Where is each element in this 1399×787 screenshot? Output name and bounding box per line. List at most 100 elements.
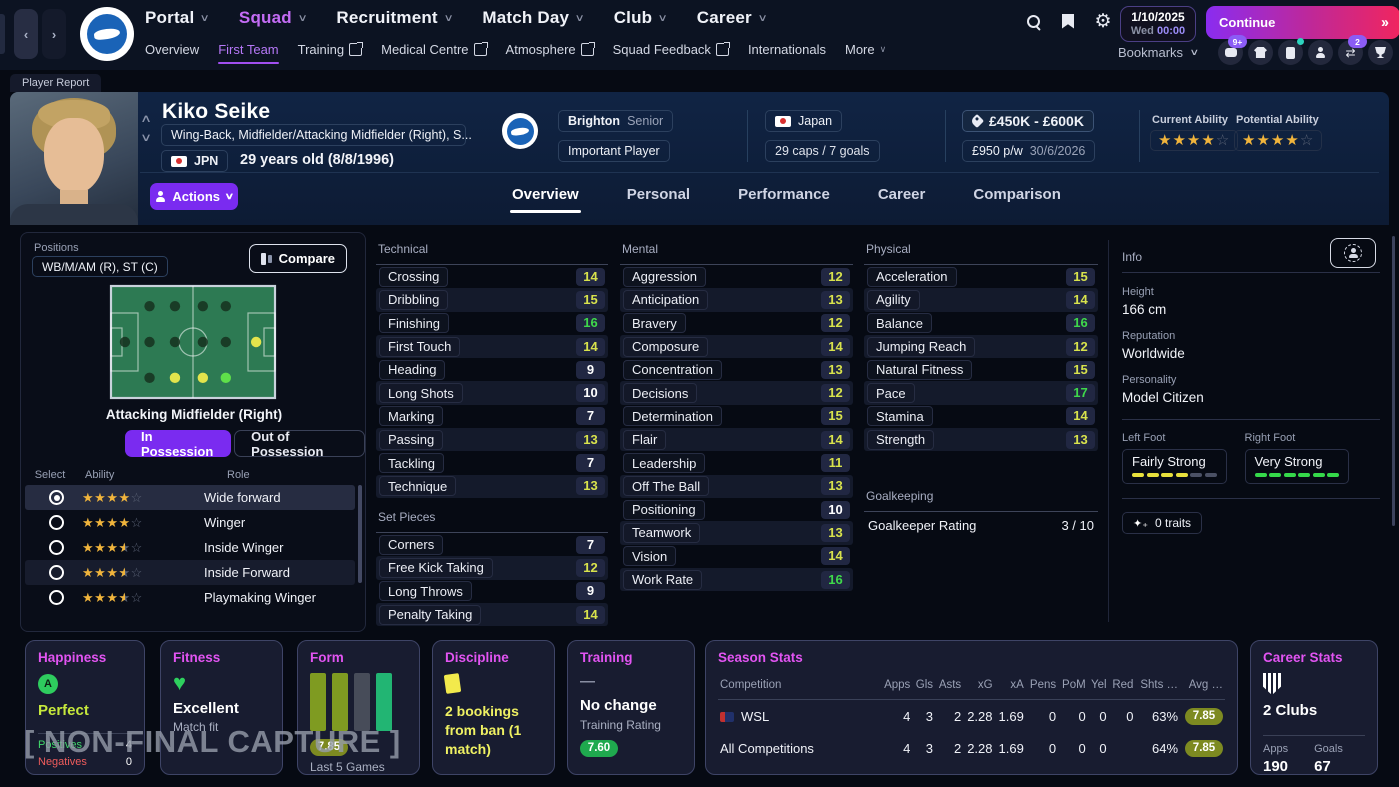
attribute-row[interactable]: Jumping Reach 12: [864, 334, 1098, 359]
attribute-row[interactable]: Tackling 7: [376, 451, 608, 474]
forward-button[interactable]: ›: [42, 9, 66, 59]
wage-chip[interactable]: £950 p/w 30/6/2026: [962, 140, 1096, 162]
attribute-row[interactable]: Flair 14: [620, 428, 853, 452]
caps-chip[interactable]: 29 caps / 7 goals: [765, 140, 880, 162]
attribute-row[interactable]: Aggression 12: [620, 265, 853, 288]
attribute-row[interactable]: Marking 7: [376, 405, 608, 428]
attribute-row[interactable]: Bravery 12: [620, 312, 853, 335]
next-player-icon[interactable]: ∨: [139, 132, 153, 144]
role-row[interactable]: ★★★★ ★ ☆ Playmaking Winger: [25, 585, 355, 610]
form-card[interactable]: Form 7.85 Last 5 Games: [297, 640, 420, 775]
subnav-medical-centre[interactable]: Medical Centre: [381, 42, 488, 57]
nationality-chip[interactable]: JPN: [161, 150, 229, 172]
attribute-row[interactable]: Passing 13: [376, 428, 608, 452]
attribute-row[interactable]: Dribbling 15: [376, 288, 608, 312]
menu-squad[interactable]: Squad ∨: [238, 8, 308, 27]
tab-performance[interactable]: Performance: [738, 185, 830, 203]
menu-portal[interactable]: Portal ∨: [145, 8, 211, 27]
transfer-value-chip[interactable]: £450K - £600K: [962, 110, 1094, 132]
season-stats-header[interactable]: Gls: [912, 675, 935, 700]
competitions-icon[interactable]: [1368, 40, 1393, 65]
attribute-row[interactable]: Free Kick Taking 12: [376, 556, 608, 580]
season-stats-header[interactable]: Red: [1108, 675, 1136, 700]
attribute-row[interactable]: Teamwork 13: [620, 521, 853, 545]
role-row[interactable]: ★★★★☆ Wide forward: [25, 485, 355, 510]
table-row[interactable]: WSL 4 3 2 2.28 1.69 0 0 0 0 63% 7.85: [718, 700, 1225, 733]
role-row[interactable]: ★★★★ ★ ☆ Inside Winger: [25, 535, 355, 560]
season-stats-header[interactable]: xG: [963, 675, 995, 700]
tab-overview[interactable]: Overview: [510, 180, 581, 213]
menu-club[interactable]: Club ∨: [613, 8, 669, 27]
menu-career[interactable]: Career ∨: [696, 8, 768, 27]
subnav-internationals[interactable]: Internationals: [747, 42, 826, 57]
previous-player-icon[interactable]: ∧: [139, 113, 153, 125]
scouting-icon[interactable]: [1308, 40, 1333, 65]
career-stats-card[interactable]: Career Stats 2 Clubs Apps 190 Goals 67: [1250, 640, 1378, 775]
role-row[interactable]: ★★★★ ★ ☆ Inside Forward: [25, 560, 355, 585]
season-stats-header[interactable]: Pens: [1025, 675, 1059, 700]
page-tab[interactable]: Player Report: [10, 74, 102, 92]
attribute-row[interactable]: Decisions 12: [620, 381, 853, 405]
back-button[interactable]: ‹: [14, 9, 38, 59]
attribute-row[interactable]: Long Shots 10: [376, 381, 608, 405]
attribute-row[interactable]: Crossing 14: [376, 265, 608, 288]
attribute-row[interactable]: Determination 15: [620, 405, 853, 428]
attribute-row[interactable]: Technique 13: [376, 474, 608, 498]
player-positions[interactable]: Wing-Back, Midfielder/Attacking Midfield…: [161, 124, 472, 146]
season-stats-card[interactable]: Season Stats Competition Apps Gls Asts xG xA P…: [705, 640, 1238, 775]
role-radio[interactable]: [49, 565, 64, 580]
subnav-squad-feedback[interactable]: Squad Feedback: [613, 42, 730, 57]
attribute-row[interactable]: Long Throws 9: [376, 580, 608, 603]
attribute-row[interactable]: Vision 14: [620, 545, 853, 568]
tab-personal[interactable]: Personal: [626, 185, 691, 203]
page-scrollbar[interactable]: [1392, 236, 1395, 526]
season-stats-header[interactable]: PoM: [1058, 675, 1088, 700]
transfers-icon[interactable]: ⇄ 2: [1338, 35, 1367, 65]
season-stats-header[interactable]: Asts: [935, 675, 964, 700]
attribute-row[interactable]: Finishing 16: [376, 312, 608, 335]
happiness-card[interactable]: Happiness A Perfect Positives 4 Negatives…: [25, 640, 145, 775]
subnav-overview[interactable]: Overview: [145, 42, 200, 57]
role-radio[interactable]: [49, 490, 64, 505]
season-stats-header[interactable]: Shts …: [1135, 675, 1181, 700]
search-icon[interactable]: [1022, 10, 1044, 32]
season-stats-header[interactable]: xA: [994, 675, 1026, 700]
attribute-row[interactable]: Off The Ball 13: [620, 474, 853, 498]
continue-button[interactable]: Continue ››: [1206, 6, 1399, 39]
season-stats-header[interactable]: Competition: [718, 675, 880, 700]
bookmarks-dropdown[interactable]: Bookmarks ∨: [1118, 45, 1200, 60]
squad-status-chip[interactable]: Important Player: [558, 140, 670, 162]
attribute-row[interactable]: First Touch 14: [376, 334, 608, 359]
report-card-icon[interactable]: [1278, 38, 1304, 65]
bookmark-icon[interactable]: [1057, 10, 1079, 32]
tab-comparison[interactable]: Comparison: [973, 185, 1061, 203]
menu-match-day[interactable]: Match Day ∨: [482, 8, 586, 27]
role-radio[interactable]: [49, 515, 64, 530]
role-radio[interactable]: [49, 540, 64, 555]
season-stats-header[interactable]: Apps: [880, 675, 913, 700]
actions-button[interactable]: Actions ∨: [150, 183, 238, 210]
attribute-row[interactable]: Corners 7: [376, 533, 608, 556]
out-of-possession-button[interactable]: Out of Possession: [234, 429, 365, 459]
club-crest[interactable]: [502, 113, 538, 149]
attribute-row[interactable]: Acceleration 15: [864, 265, 1098, 288]
attribute-row[interactable]: Heading 9: [376, 358, 608, 381]
traits-button[interactable]: ✦₊ 0 traits: [1122, 512, 1203, 534]
attribute-row[interactable]: Strength 13: [864, 428, 1098, 452]
attribute-row[interactable]: Leadership 11: [620, 451, 853, 474]
kit-icon[interactable]: [1248, 40, 1273, 65]
menu-recruitment[interactable]: Recruitment ∨: [336, 8, 454, 27]
attribute-row[interactable]: Work Rate 16: [620, 567, 853, 592]
attribute-row[interactable]: Balance 16: [864, 312, 1098, 335]
season-stats-header[interactable]: Yel: [1087, 675, 1109, 700]
nation-chip[interactable]: Japan: [765, 110, 843, 132]
attribute-row[interactable]: Pace 17: [864, 381, 1098, 405]
messages-icon[interactable]: 9+: [1218, 35, 1247, 65]
compare-button[interactable]: Compare: [248, 244, 347, 273]
scout-report-button[interactable]: [1330, 238, 1376, 268]
subnav-atmosphere[interactable]: Atmosphere: [506, 42, 595, 57]
attribute-row[interactable]: Natural Fitness 15: [864, 358, 1098, 381]
role-radio[interactable]: [49, 590, 64, 605]
attribute-row[interactable]: Penalty Taking 14: [376, 602, 608, 627]
in-possession-button[interactable]: In Possession: [125, 429, 232, 459]
